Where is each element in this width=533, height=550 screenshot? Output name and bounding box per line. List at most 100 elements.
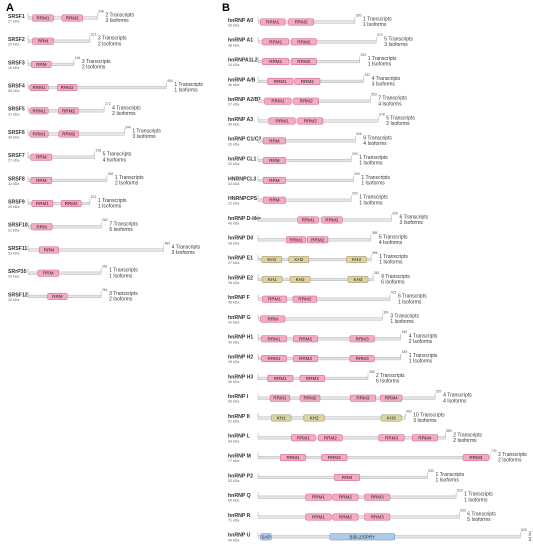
protein-name: hnRNP U bbox=[228, 533, 251, 539]
protein-backbone bbox=[257, 456, 491, 460]
isoforms: 3 Isoforms bbox=[413, 418, 437, 424]
domain-label: KH3 bbox=[352, 257, 361, 262]
length-label: 449 bbox=[402, 330, 408, 334]
domain-label: RRM1 bbox=[268, 297, 281, 302]
protein-mass: 37 kDa bbox=[228, 261, 239, 265]
transcripts: 2 Transcripts bbox=[498, 452, 527, 458]
domain bbox=[262, 38, 290, 46]
protein-backbone bbox=[257, 258, 372, 262]
protein-mass: 53 kDa bbox=[228, 479, 239, 483]
protein-name: SRSF6 bbox=[8, 130, 25, 136]
protein-name: hnRNP D-like bbox=[228, 216, 261, 222]
domain bbox=[318, 434, 343, 442]
domain-label: SAP bbox=[261, 534, 270, 539]
domain bbox=[57, 84, 78, 92]
protein-backbone bbox=[257, 436, 446, 440]
domain-label: RRM1 bbox=[268, 356, 281, 361]
length-label: 272 bbox=[105, 102, 111, 106]
protein-mass: 19 kDa bbox=[8, 66, 19, 70]
domain-label: RRM1 bbox=[269, 39, 282, 44]
domain bbox=[334, 473, 361, 481]
transcripts: 5 Transcripts bbox=[379, 234, 408, 240]
domain-label: RRM2 bbox=[325, 218, 338, 223]
domain-label: RRM bbox=[269, 198, 280, 203]
protein-mass: 53 kDa bbox=[8, 251, 19, 255]
domain bbox=[31, 60, 52, 68]
domain-label: RRM2 bbox=[297, 59, 310, 64]
protein-backbone bbox=[257, 317, 383, 321]
protein-backbone bbox=[27, 202, 91, 206]
panel-label: A bbox=[6, 2, 14, 14]
isoforms: 4 Isoforms bbox=[103, 157, 127, 163]
domain bbox=[380, 414, 402, 422]
isoforms: 1 Isoforms bbox=[435, 478, 459, 484]
isoforms: 3 Isoforms bbox=[132, 134, 156, 140]
protein-mass: 64 kDa bbox=[228, 439, 239, 443]
length-label: 332 bbox=[364, 73, 370, 77]
transcripts: 2 Transcripts bbox=[376, 373, 405, 379]
protein-mass: 30 kDa bbox=[228, 23, 239, 27]
domain-label: RRM2 bbox=[298, 297, 311, 302]
length-label: 557 bbox=[436, 390, 442, 394]
domain bbox=[261, 256, 283, 264]
protein-mass: 49 kDa bbox=[228, 340, 239, 344]
transcripts: 3 Transcripts bbox=[109, 291, 138, 297]
domain bbox=[364, 513, 391, 521]
domain bbox=[292, 295, 318, 303]
protein-mass: 42 kDa bbox=[228, 320, 239, 324]
domain-label: RRM2 bbox=[303, 396, 316, 401]
isoforms: 3 Isoforms bbox=[172, 250, 196, 256]
length-label: 300 bbox=[354, 172, 360, 176]
transcripts: 1 Transcripts bbox=[109, 268, 138, 274]
protein-mass: 46 kDa bbox=[228, 301, 239, 305]
protein-mass: 25 kDa bbox=[8, 43, 19, 47]
domain bbox=[60, 200, 82, 208]
domain bbox=[37, 269, 60, 277]
protein-mass: 69 kDa bbox=[228, 499, 239, 503]
domain bbox=[262, 157, 286, 165]
domain-label: RRM1 bbox=[274, 79, 287, 84]
protein-mass: 59 kDa bbox=[228, 400, 239, 404]
isoforms: 2 Isoforms bbox=[386, 121, 410, 127]
isoforms: 1 Isoforms bbox=[109, 273, 133, 279]
protein-name: hnRNP A2/B1 bbox=[228, 97, 261, 103]
domain-label: RRM2 bbox=[324, 435, 337, 440]
length-label: 346 bbox=[369, 370, 375, 374]
domain-label: RRM4 bbox=[418, 435, 431, 440]
domain-label: RRM1 bbox=[33, 85, 46, 90]
transcripts: 3 Transcripts bbox=[98, 36, 127, 42]
domain-label: RRM3 bbox=[356, 356, 369, 361]
domain bbox=[293, 97, 319, 105]
isoforms: 5 Isoforms bbox=[467, 517, 491, 523]
domain-label: RRM4 bbox=[385, 396, 398, 401]
domain-label: RRM2 bbox=[301, 79, 314, 84]
protein-mass: 32 kDa bbox=[228, 162, 239, 166]
domain-label: RRM1 bbox=[286, 455, 299, 460]
domain bbox=[299, 394, 321, 402]
length-label: 420 bbox=[392, 211, 398, 215]
protein-mass: 27 kDa bbox=[8, 19, 19, 23]
domain-label: RRM2 bbox=[339, 495, 352, 500]
domain bbox=[303, 414, 325, 422]
domain-label: RRM2 bbox=[295, 20, 308, 25]
isoforms: 1 Isoforms bbox=[359, 200, 383, 206]
domain-label: RRM3 bbox=[371, 515, 384, 520]
protein-name: SRSF2 bbox=[8, 37, 25, 43]
length-label: 261 bbox=[102, 265, 108, 269]
domain-label: RRM1 bbox=[271, 99, 284, 104]
domain bbox=[29, 107, 49, 115]
domain-label: RRM2 bbox=[299, 356, 312, 361]
domain-label: RRM bbox=[38, 39, 49, 44]
protein-name: hnRNP L bbox=[228, 434, 251, 440]
domain bbox=[293, 335, 319, 343]
protein-name: SRSF9 bbox=[8, 199, 25, 205]
transcripts: 1 Transcripts bbox=[132, 129, 161, 135]
isoforms: 2 Isoforms bbox=[82, 65, 106, 71]
domain bbox=[38, 246, 60, 254]
domain-label: RRM2 bbox=[304, 119, 317, 124]
transcripts: 6 Transcripts bbox=[400, 215, 429, 221]
protein-mass: 30 kDa bbox=[8, 298, 19, 302]
protein-mass: 71 kDa bbox=[228, 518, 239, 522]
domain-label: RRM bbox=[268, 317, 279, 322]
